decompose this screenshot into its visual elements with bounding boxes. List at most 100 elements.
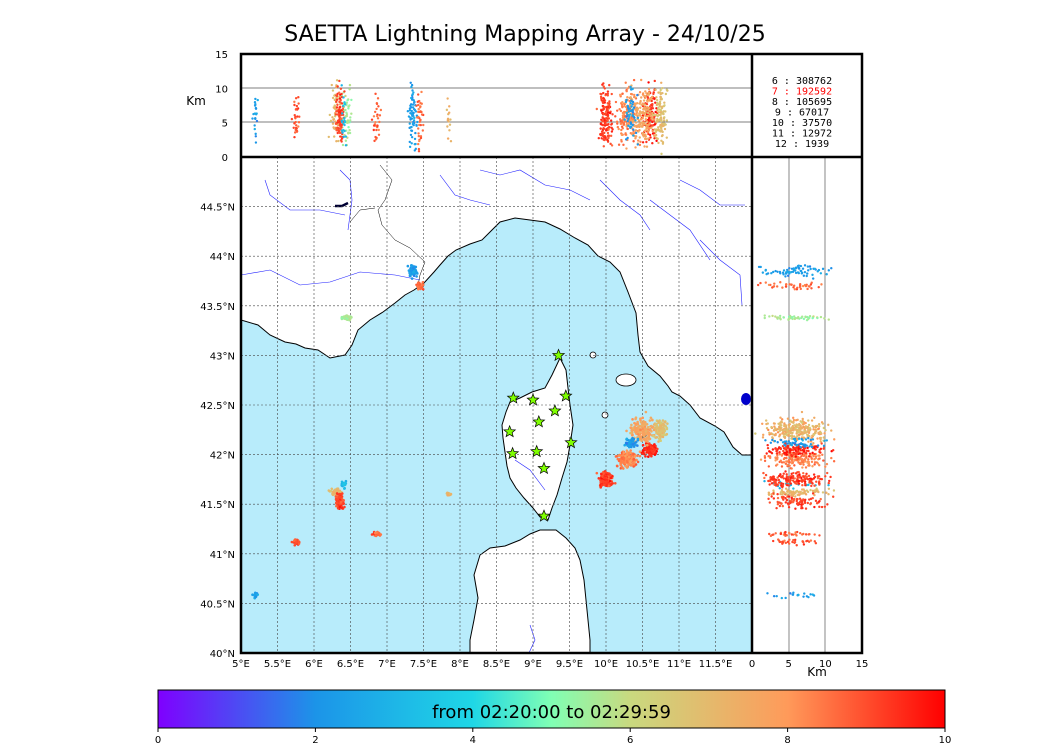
station-star-icon (551, 348, 566, 362)
lightning-source (790, 533, 794, 536)
lightning-source (338, 95, 341, 99)
longitude-tick-label: 7.5°E (410, 659, 437, 670)
lightning-source (647, 87, 651, 91)
lightning-source (661, 133, 664, 137)
lightning-source (348, 131, 352, 135)
lightning-source (808, 455, 811, 458)
lightning-source (653, 123, 657, 126)
lightning-source (634, 417, 637, 421)
lightning-source (647, 91, 651, 94)
lightning-source (808, 445, 811, 448)
lightning-source (807, 431, 811, 435)
lightning-source (377, 105, 380, 108)
lightning-source (630, 454, 633, 458)
lightning-source (410, 142, 413, 145)
lightning-source (811, 492, 815, 495)
lightning-source (650, 454, 653, 458)
lightning-source (446, 125, 449, 128)
lightning-source (796, 471, 799, 474)
lightning-source (606, 119, 609, 122)
lightning-source (616, 122, 619, 125)
lightning-source (775, 479, 778, 482)
lightning-source (410, 98, 414, 101)
lightning-source (639, 436, 642, 440)
lightning-source (620, 105, 624, 108)
lightning-source (339, 93, 342, 96)
lightning-source (417, 142, 420, 146)
lightning-source (254, 595, 258, 598)
altitude-tick-label: 0 (222, 153, 228, 164)
lightning-source (374, 135, 377, 139)
lightning-source (811, 438, 815, 441)
lightning-source (813, 452, 816, 456)
lightning-source (334, 122, 338, 125)
lightning-source (617, 127, 620, 131)
lightning-source (816, 501, 819, 505)
lightning-source (824, 465, 827, 468)
lightning-source (340, 140, 343, 143)
lightning-source (348, 318, 352, 321)
corsica (501, 356, 574, 521)
lightning-source (794, 427, 797, 430)
lightning-source (763, 316, 766, 320)
lightning-source (659, 108, 663, 112)
lightning-source (632, 128, 635, 131)
lightning-source (659, 439, 662, 443)
lightning-source (647, 81, 650, 84)
lightning-source (338, 505, 342, 509)
lightning-source (822, 447, 825, 450)
lightning-source (347, 126, 350, 129)
lightning-source (792, 445, 795, 449)
lightning-source (627, 117, 630, 121)
lightning-source (757, 265, 761, 269)
lightning-source (812, 428, 815, 431)
lightning-source (661, 422, 665, 425)
lightning-source (418, 120, 421, 124)
lightning-source (342, 122, 345, 125)
lightning-source (334, 495, 338, 498)
lightning-source (657, 128, 660, 131)
lightning-source (790, 494, 793, 497)
lightning-source (659, 113, 662, 117)
lightning-source (766, 443, 769, 447)
lightning-source (341, 316, 344, 319)
lightning-source (781, 286, 784, 289)
latitude-tick-label: 43.5°N (200, 302, 235, 313)
colorbar-gradient (157, 689, 946, 729)
lightning-source (802, 532, 805, 536)
lightning-source (811, 316, 814, 320)
lightning-source (813, 493, 816, 497)
lma-stations (502, 348, 578, 522)
lightning-source (348, 128, 351, 132)
altitude-count-entry: 11 : 12972 (772, 129, 832, 140)
lightning-source (797, 271, 801, 275)
lightning-source (413, 137, 417, 141)
lightning-source (778, 429, 781, 433)
lightning-source (603, 87, 606, 90)
lightning-source (613, 481, 617, 485)
station-star-icon (506, 391, 520, 404)
lightning-source (603, 138, 606, 142)
lightning-source (816, 270, 819, 273)
lightning-source (655, 96, 658, 99)
lightning-source (780, 489, 784, 492)
latitude-tick-label: 40.5°N (200, 599, 235, 610)
lightning-source (799, 287, 802, 291)
lightning-source (761, 422, 764, 426)
lightning-source (645, 102, 649, 106)
lightning-source (815, 480, 818, 483)
lightning-source (772, 476, 775, 479)
lightning-source (629, 85, 632, 89)
lightning-source (651, 129, 654, 133)
lightning-source (779, 416, 782, 419)
lightning-source (639, 78, 643, 82)
lightning-source (297, 121, 301, 124)
lightning-source (776, 316, 780, 319)
lightning-source (647, 455, 650, 458)
lightning-source (632, 140, 635, 143)
lightning-source (341, 499, 345, 502)
colorbar-tick-label: 2 (312, 735, 318, 746)
lightning-source (617, 143, 621, 146)
lightning-source (408, 109, 412, 112)
lightning-source (786, 450, 789, 454)
